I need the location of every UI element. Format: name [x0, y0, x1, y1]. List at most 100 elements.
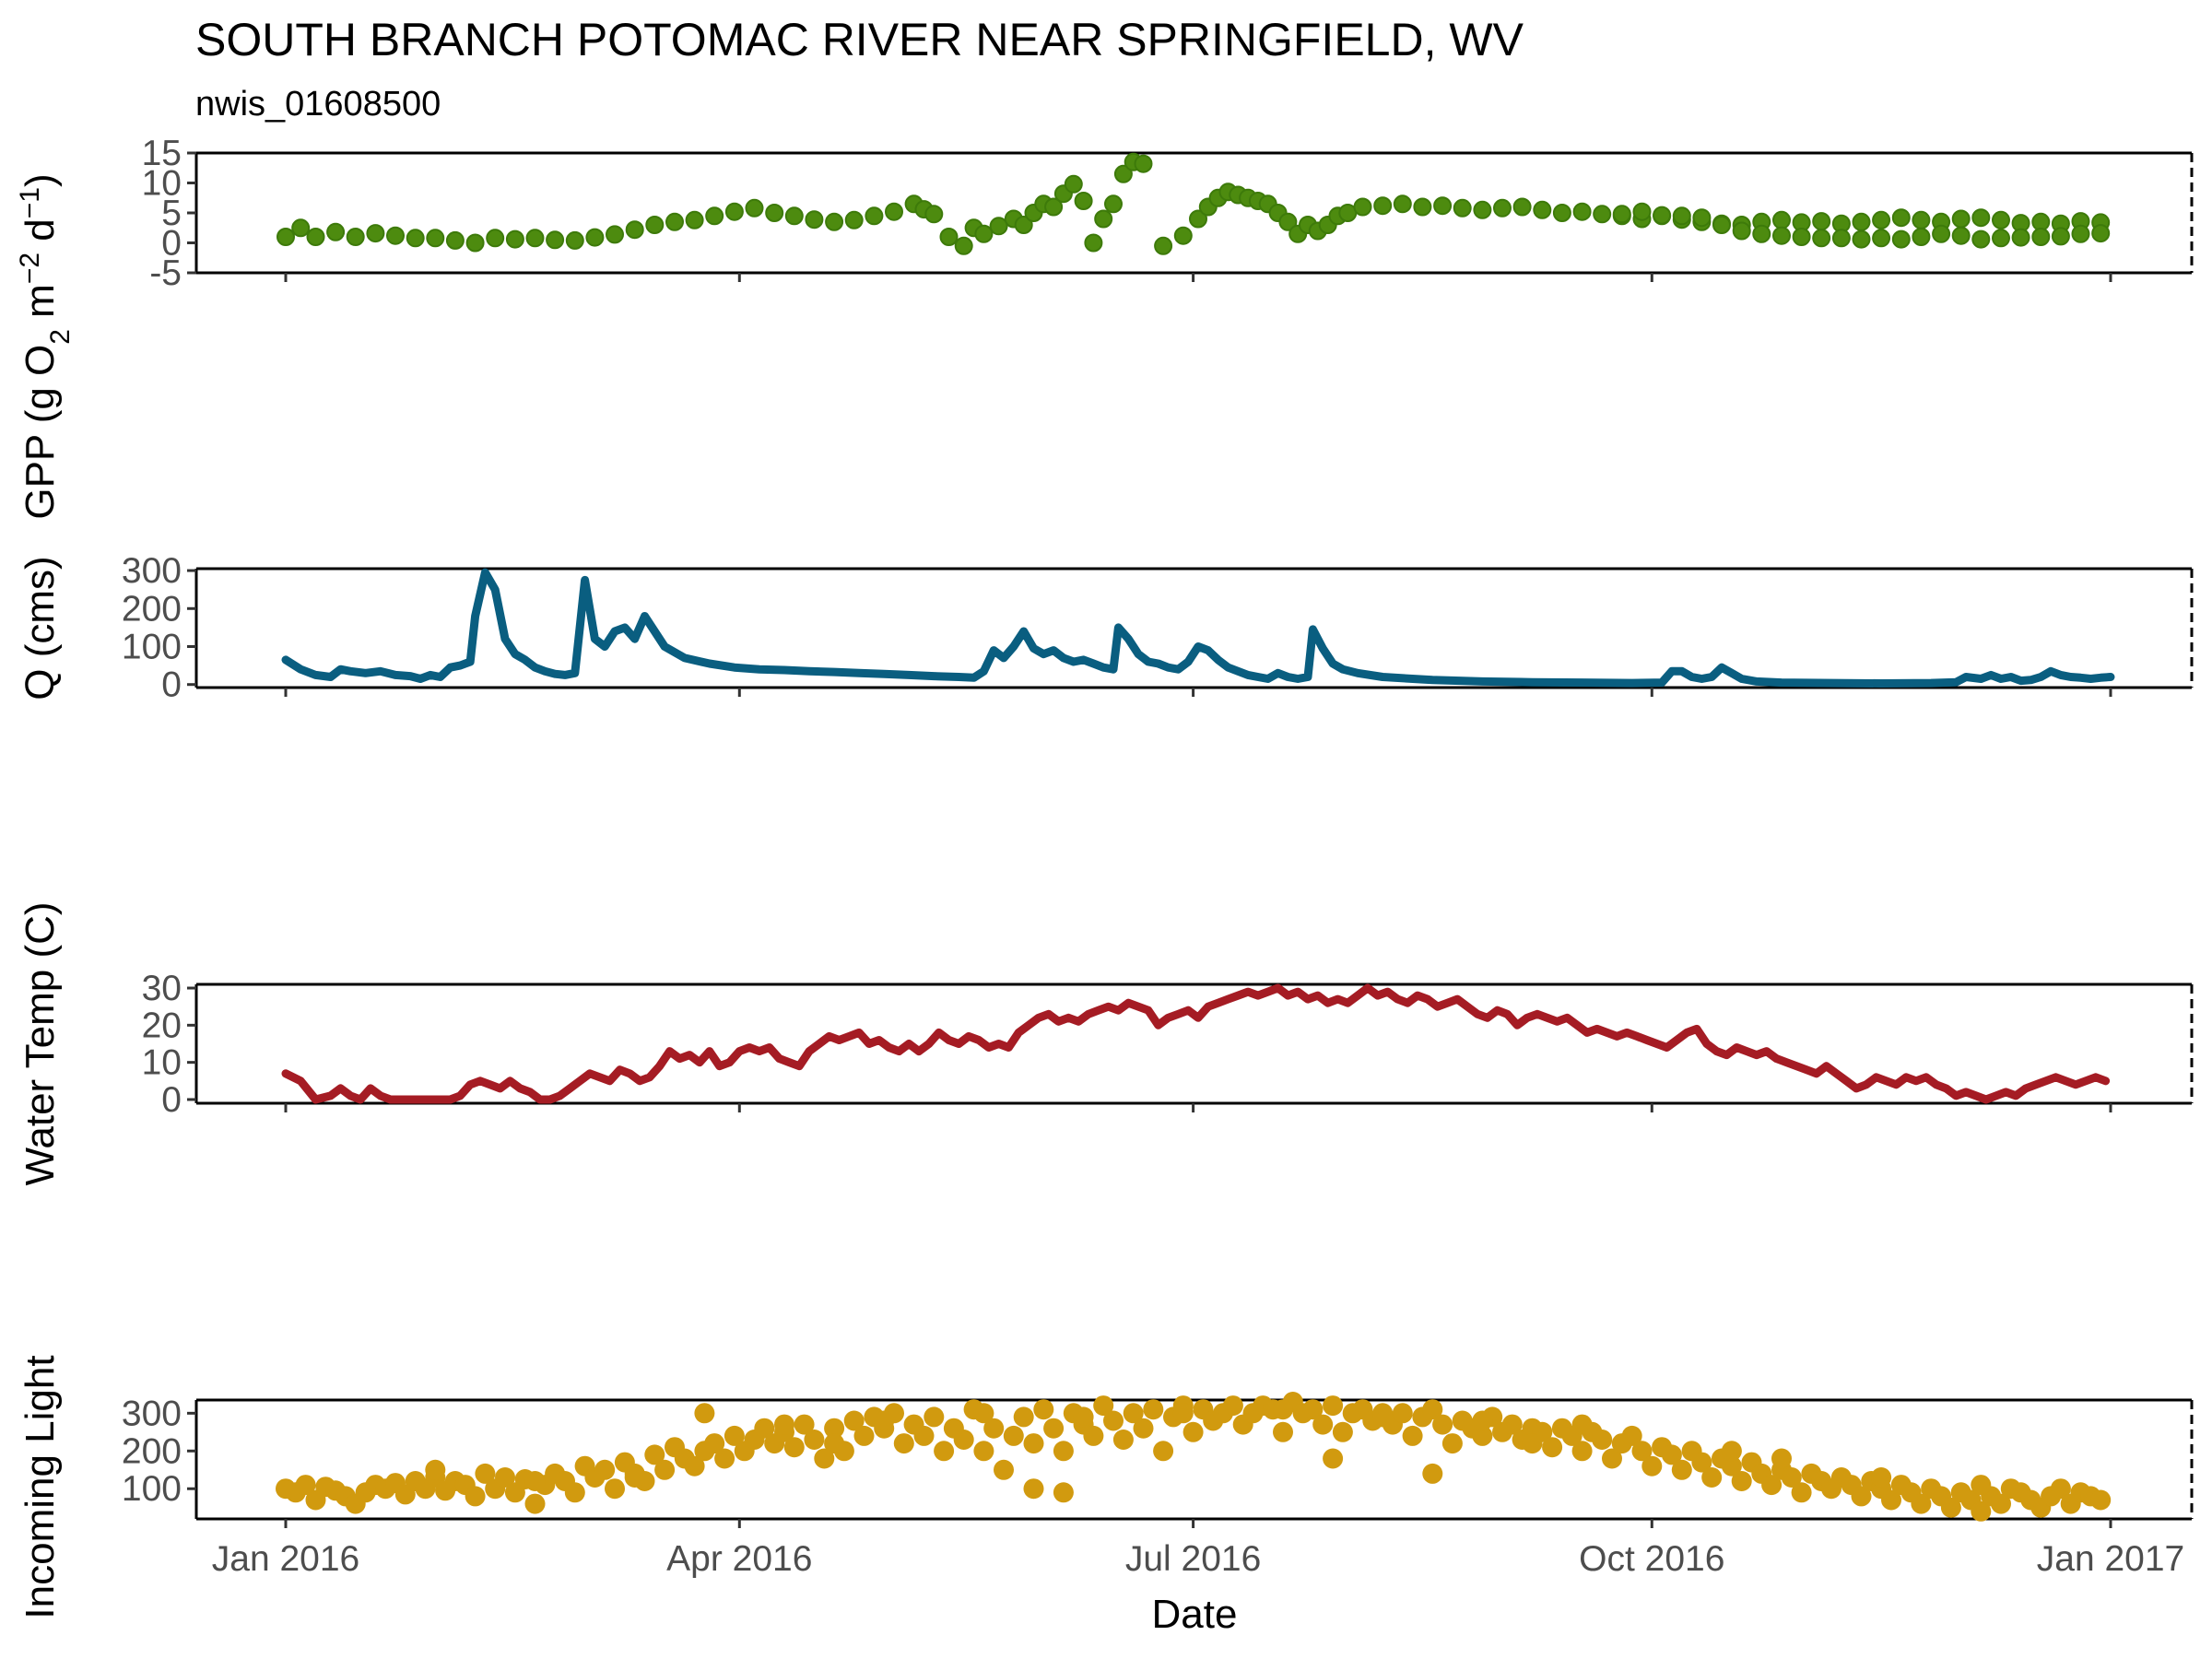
panel-4-data-point [934, 1441, 955, 1462]
panel-4-data-point [1731, 1471, 1752, 1491]
panel-4-data-point [1761, 1475, 1783, 1496]
panel-4-data-point [1372, 1406, 1394, 1428]
panel-4-data-point [1671, 1459, 1692, 1480]
panel-1-data-point [974, 224, 994, 243]
y-axis-title-part: −2 [15, 253, 45, 284]
panel-4-data-point [1053, 1482, 1074, 1503]
panel-4-data-point [2050, 1478, 2071, 1500]
panel-4-data-point [1661, 1444, 1682, 1465]
panel-1-data-point [291, 218, 311, 238]
panel-4-data-point [605, 1478, 625, 1500]
panel-4-data-point [1422, 1463, 1443, 1484]
panel-1-data-point [1752, 224, 1771, 243]
panel-1-data-point [1772, 226, 1791, 245]
panel-1-data-point [1812, 229, 1831, 248]
panel-3-y-tick-label: 20 [142, 1006, 182, 1045]
panel-1-data-point [1493, 198, 1512, 218]
panel-1-data-point [1552, 204, 1571, 222]
panel-4-data-point [594, 1459, 616, 1480]
panel-1-data-point [685, 210, 704, 229]
panel-4-data-point [684, 1455, 705, 1477]
panel-1-data-point [1792, 228, 1811, 246]
panel-4-data-point [1911, 1493, 1932, 1514]
panel-4-data-point [754, 1418, 775, 1439]
panel-1-data-point [765, 204, 784, 222]
panel-4-data-point [874, 1410, 895, 1431]
panel-2-series-line [281, 568, 2115, 688]
panel-3-y-tick-label: 30 [142, 969, 182, 1008]
panel-4-data-point [994, 1459, 1014, 1480]
panel-1-data-point [1971, 208, 1991, 228]
panel-1-data-point [366, 224, 385, 243]
panel-4-data-point [1023, 1433, 1044, 1454]
x-tick-label: Jul 2016 [1125, 1539, 1261, 1579]
panel-4-data-point [1781, 1467, 1802, 1488]
panel-3-y-tick-label: 10 [142, 1043, 182, 1083]
y-axis-title-part: Water Temp (C) [18, 901, 63, 1185]
panel-4-data-point [714, 1448, 735, 1469]
panel-1-data-point [1712, 216, 1731, 234]
panel-4-data-point [1522, 1433, 1543, 1454]
panel-1-data-point [1014, 216, 1033, 234]
panel-4-data-point [1432, 1414, 1453, 1435]
panel-4-data-point [1871, 1467, 1892, 1488]
panel-4-data-point [973, 1403, 994, 1424]
panel-2-y-tick-label: 200 [122, 589, 182, 629]
panel-4-data-point [1422, 1399, 1443, 1420]
y-axis-title-part: m [18, 284, 63, 329]
panel-1-data-point [1732, 221, 1751, 241]
panel-1-data-point [306, 228, 325, 246]
y-axis-title-part: −1 [15, 187, 45, 218]
panel-1-data-point [1512, 197, 1532, 217]
panel-1-data-point [1632, 202, 1652, 221]
panel-1-data-point [1084, 233, 1103, 253]
panel-4-data-point [704, 1433, 725, 1454]
panel-4-data-point [1133, 1418, 1154, 1439]
panel-1-data-point [844, 210, 864, 229]
panel-4-data-point [1143, 1399, 1164, 1420]
y-axis-title-part: 2 [45, 329, 76, 345]
panel-1-data-point [486, 229, 505, 248]
panel-1-data-point [1278, 212, 1298, 231]
panel-4-data-point [524, 1493, 546, 1514]
panel-2-y-tick-label: 0 [161, 665, 182, 705]
panel-4-data-point [1631, 1441, 1653, 1462]
panel-2-y-axis-title: Q (cms) [18, 556, 63, 700]
panel-4-data-point [1222, 1395, 1243, 1417]
panel-1-data-point [445, 230, 465, 250]
panel-4-data-point [1971, 1500, 1992, 1522]
panel-1-data-point [2091, 224, 2111, 243]
panel-1-y-tick-label: 0 [161, 224, 182, 264]
panel-1-data-point [1104, 194, 1123, 214]
panel-4-data-point [1182, 1421, 1204, 1442]
panel-1-data-point [1393, 194, 1412, 214]
panel-2-y-tick-label: 100 [122, 627, 182, 666]
panel-1-data-point [724, 202, 744, 221]
panel-4-data-point [913, 1425, 935, 1446]
panel-4-data-point [814, 1448, 835, 1469]
panel-4-y-tick-label: 300 [122, 1394, 182, 1433]
panel-1-data-point [1094, 209, 1113, 229]
panel-1-data-point [1672, 206, 1691, 226]
panel-4-data-point [983, 1418, 1005, 1439]
panel-1-y-tick-label: 10 [142, 164, 182, 204]
panel-4-data-point [1302, 1399, 1324, 1420]
panel-4-data-point [1641, 1455, 1663, 1477]
y-axis-title-part: Q (cms) [18, 556, 63, 700]
panel-1-data-point [645, 216, 665, 234]
panel-4-data-point [1472, 1425, 1493, 1446]
panel-4-data-point [1721, 1455, 1742, 1477]
y-axis-title-part: d [18, 218, 63, 253]
panel-4-data-point [1112, 1430, 1134, 1450]
panel-4-data-point [1323, 1395, 1344, 1417]
panel-4-data-point [724, 1425, 745, 1446]
panel-4-data-point [1003, 1425, 1024, 1446]
panel-3-series-line [281, 983, 2111, 1104]
panel-4-data-point [1023, 1478, 1044, 1500]
panel-1-data-point [276, 228, 295, 246]
panel-1-data-point [505, 229, 524, 249]
panel-2-y-tick-label: 300 [122, 551, 182, 591]
panel-4-data-point [1542, 1437, 1563, 1458]
panel-1-data-point [326, 222, 346, 241]
